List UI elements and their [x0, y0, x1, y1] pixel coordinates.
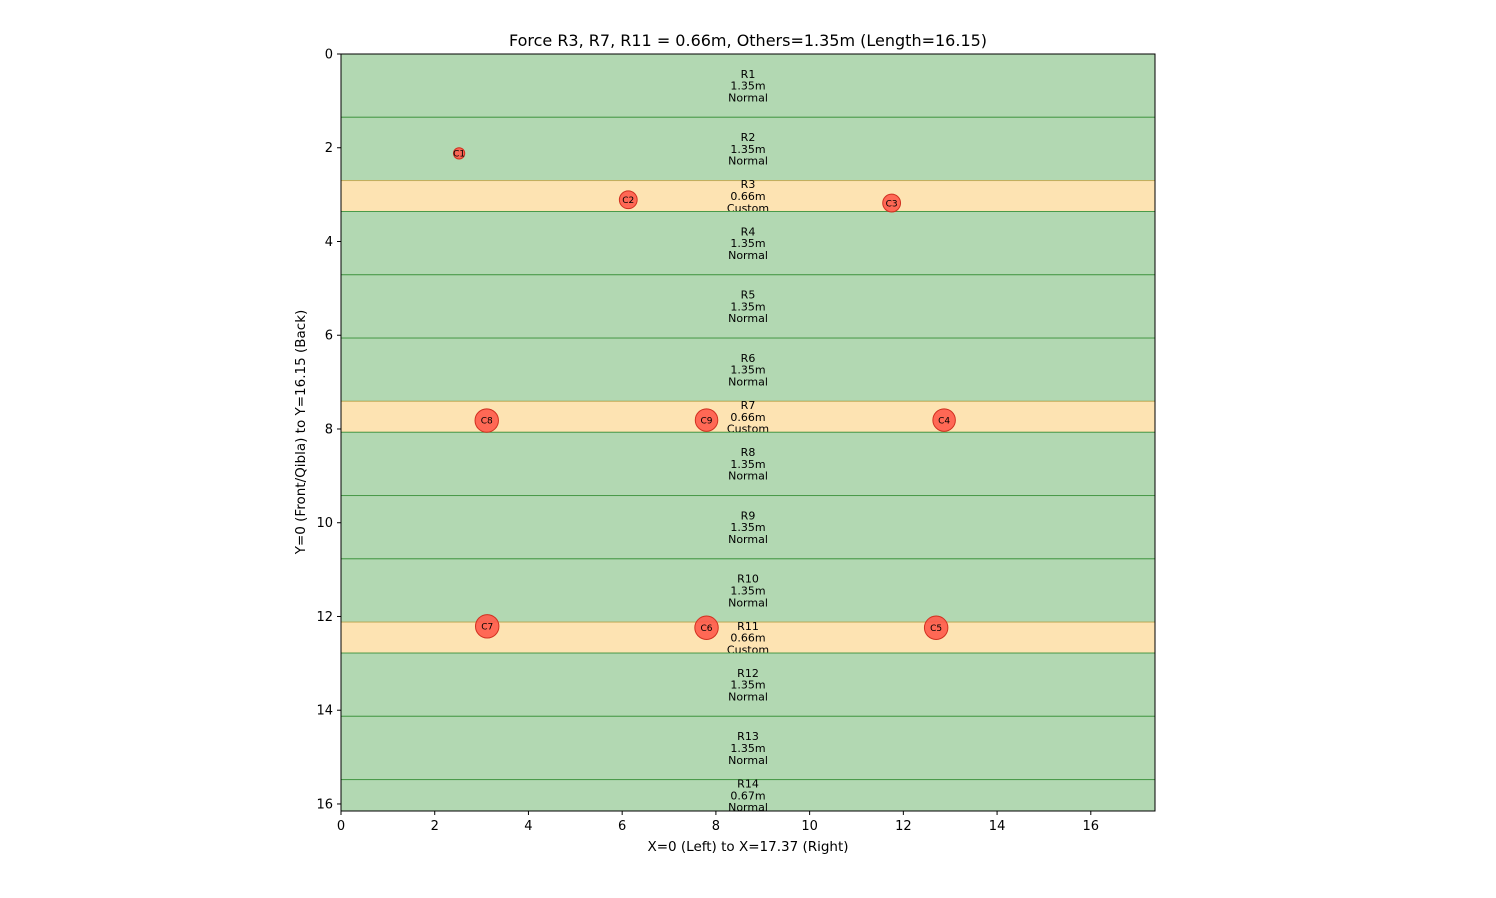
row-label-width-label: 0.66m [730, 190, 765, 203]
chart-title: Force R3, R7, R11 = 0.66m, Others=1.35m … [509, 31, 987, 50]
row-label-width-label: 1.35m [730, 584, 765, 597]
x-tick-label: 0 [337, 819, 345, 834]
row-label-width-label: 0.66m [730, 632, 765, 645]
rows-layer: R11.35mNormalR21.35mNormalR30.66mCustomR… [340, 53, 1156, 814]
column-label: C8 [481, 417, 493, 427]
column-label: C5 [930, 624, 942, 634]
y-tick-label: 16 [316, 797, 333, 812]
row-label-id: R14 [737, 777, 759, 790]
x-axis: 0 2 4 6 8 10 12 14 16 [337, 811, 1099, 834]
column-label: C1 [453, 150, 465, 160]
y-tick-label: 14 [316, 704, 333, 719]
row-label-width-label: 0.66m [730, 411, 765, 424]
row-band-r10 [340, 558, 1156, 623]
y-tick-label: 0 [325, 48, 333, 63]
column-marker-c5 [923, 615, 949, 640]
row-label-type: Normal [728, 690, 768, 703]
row-label-type: Normal [728, 533, 768, 546]
y-axis: 0 2 4 6 8 10 12 14 16 [316, 48, 341, 812]
row-label-type: Normal [728, 249, 768, 262]
row-band-r3 [340, 180, 1156, 212]
y-tick-label: 12 [316, 610, 333, 625]
row-band-r14 [340, 779, 1156, 812]
row-label-type: Normal [728, 801, 768, 814]
row-label-width-label: 1.35m [730, 80, 765, 93]
y-tick-label: 2 [325, 141, 333, 156]
x-tick-label: 8 [712, 819, 720, 834]
row-label-type: Normal [728, 91, 768, 104]
column-label: C4 [938, 416, 950, 426]
column-marker-c6 [694, 615, 719, 640]
x-tick-label: 2 [431, 819, 439, 834]
row-label-width-label: 1.35m [730, 364, 765, 377]
x-tick-label: 4 [524, 819, 532, 834]
row-band-r6 [340, 337, 1156, 402]
column-marker-c1 [452, 147, 466, 160]
y-tick-label: 10 [316, 516, 333, 531]
row-label-id: R1 [741, 68, 756, 81]
row-label-width-label: 1.35m [730, 237, 765, 250]
row-label-type: Normal [728, 155, 768, 168]
row-label-type: Normal [728, 470, 768, 483]
row-label-width-label: 1.35m [730, 143, 765, 156]
y-tick-label: 6 [325, 329, 333, 344]
column-label: C9 [701, 416, 713, 426]
row-label-width-label: 1.35m [730, 679, 765, 692]
column-marker-c7 [474, 614, 500, 639]
row-label-id: R13 [737, 730, 759, 743]
row-label-id: R3 [741, 178, 756, 191]
x-tick-label: 14 [989, 819, 1006, 834]
column-marker-c9 [694, 408, 719, 432]
row-band-r5 [340, 274, 1156, 339]
row-label-id: R2 [741, 131, 756, 144]
y-tick-label: 8 [325, 422, 333, 437]
row-label-id: R9 [741, 509, 756, 522]
row-label-id: R5 [741, 289, 756, 302]
columns-layer: C1 C2 C3 C4 C5 C6 C7 C8 C9 [452, 147, 956, 640]
y-axis-label: Y=0 (Front/Qibla) to Y=16.15 (Back) [293, 310, 309, 556]
x-tick-label: 6 [618, 819, 626, 834]
y-tick-label: 4 [325, 235, 333, 250]
x-tick-label: 10 [801, 819, 818, 834]
row-label-width-label: 1.35m [730, 521, 765, 534]
row-band-r12 [340, 652, 1156, 717]
row-label-width-label: 1.35m [730, 458, 765, 471]
row-label-id: R11 [737, 620, 759, 633]
row-label-id: R10 [737, 573, 759, 586]
row-label-id: R12 [737, 667, 759, 680]
column-label: C7 [481, 623, 493, 633]
column-marker-c2 [618, 190, 638, 210]
x-axis-label: X=0 (Left) to X=17.37 (Right) [647, 839, 848, 855]
column-marker-c3 [882, 193, 902, 213]
row-label-width-label: 1.35m [730, 742, 765, 755]
column-marker-c4 [932, 408, 956, 432]
row-label-id: R8 [741, 446, 756, 459]
column-label: C6 [701, 624, 713, 634]
column-marker-c8 [474, 408, 499, 433]
row-label-type: Normal [728, 312, 768, 325]
row-label-type: Normal [728, 754, 768, 767]
column-label: C2 [622, 196, 634, 206]
row-label-id: R7 [741, 399, 756, 412]
row-label-id: R4 [741, 225, 756, 238]
row-label-id: R6 [741, 352, 756, 365]
x-tick-label: 12 [895, 819, 912, 834]
row-label-type: Normal [728, 375, 768, 388]
x-tick-label: 16 [1083, 819, 1100, 834]
column-label: C3 [886, 199, 898, 209]
row-label-width-label: 1.35m [730, 300, 765, 313]
plot-frame [340, 53, 1156, 812]
row-label-type: Normal [728, 596, 768, 609]
row-band-r1 [340, 53, 1156, 118]
row-label-width-label: 0.67m [730, 789, 765, 802]
